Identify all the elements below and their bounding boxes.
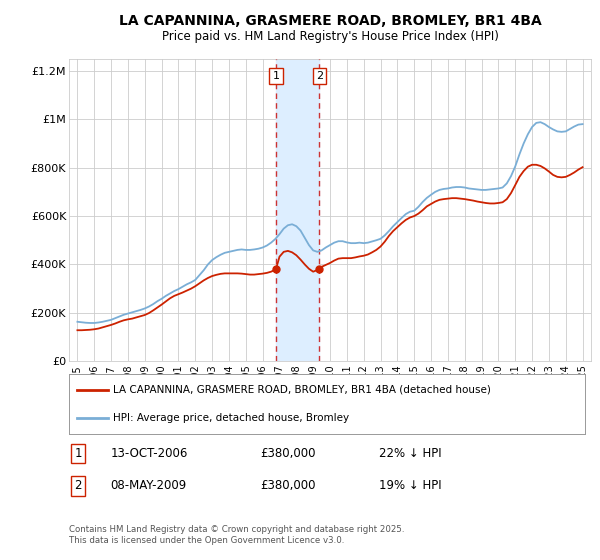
- Text: 08-MAY-2009: 08-MAY-2009: [110, 479, 187, 492]
- Text: 22% ↓ HPI: 22% ↓ HPI: [379, 447, 441, 460]
- Text: 13-OCT-2006: 13-OCT-2006: [110, 447, 188, 460]
- Bar: [276, 59, 319, 361]
- Text: Price paid vs. HM Land Registry's House Price Index (HPI): Price paid vs. HM Land Registry's House …: [161, 30, 499, 43]
- Text: LA CAPANNINA, GRASMERE ROAD, BROMLEY, BR1 4BA (detached house): LA CAPANNINA, GRASMERE ROAD, BROMLEY, BR…: [113, 385, 491, 395]
- Text: 2: 2: [74, 479, 82, 492]
- Text: 1: 1: [272, 71, 280, 81]
- Text: 1: 1: [74, 447, 82, 460]
- Text: 19% ↓ HPI: 19% ↓ HPI: [379, 479, 441, 492]
- Text: LA CAPANNINA, GRASMERE ROAD, BROMLEY, BR1 4BA: LA CAPANNINA, GRASMERE ROAD, BROMLEY, BR…: [119, 14, 541, 28]
- Text: Contains HM Land Registry data © Crown copyright and database right 2025.
This d: Contains HM Land Registry data © Crown c…: [69, 525, 404, 545]
- Text: HPI: Average price, detached house, Bromley: HPI: Average price, detached house, Brom…: [113, 413, 349, 423]
- Text: £380,000: £380,000: [260, 479, 316, 492]
- Text: £380,000: £380,000: [260, 447, 316, 460]
- Text: 2: 2: [316, 71, 323, 81]
